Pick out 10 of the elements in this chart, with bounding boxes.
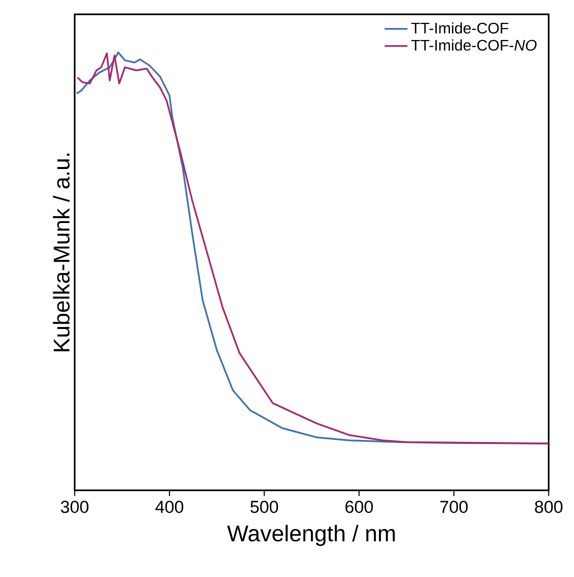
legend-label: TT-Imide-COF [411,22,508,34]
y-axis-title: Kubelka-Munk / a.u. [52,154,70,352]
x-tick-label: 500 [250,500,278,514]
x-axis-title: Wavelength / nm [227,524,395,546]
x-tick-label: 300 [60,500,88,514]
x-tick-label: 400 [155,500,184,514]
x-tick-label: 800 [534,500,562,514]
x-tick-label: 700 [440,500,468,514]
legend-label: TT-Imide-COF-NO [411,39,537,51]
x-tick-label: 600 [345,500,373,514]
